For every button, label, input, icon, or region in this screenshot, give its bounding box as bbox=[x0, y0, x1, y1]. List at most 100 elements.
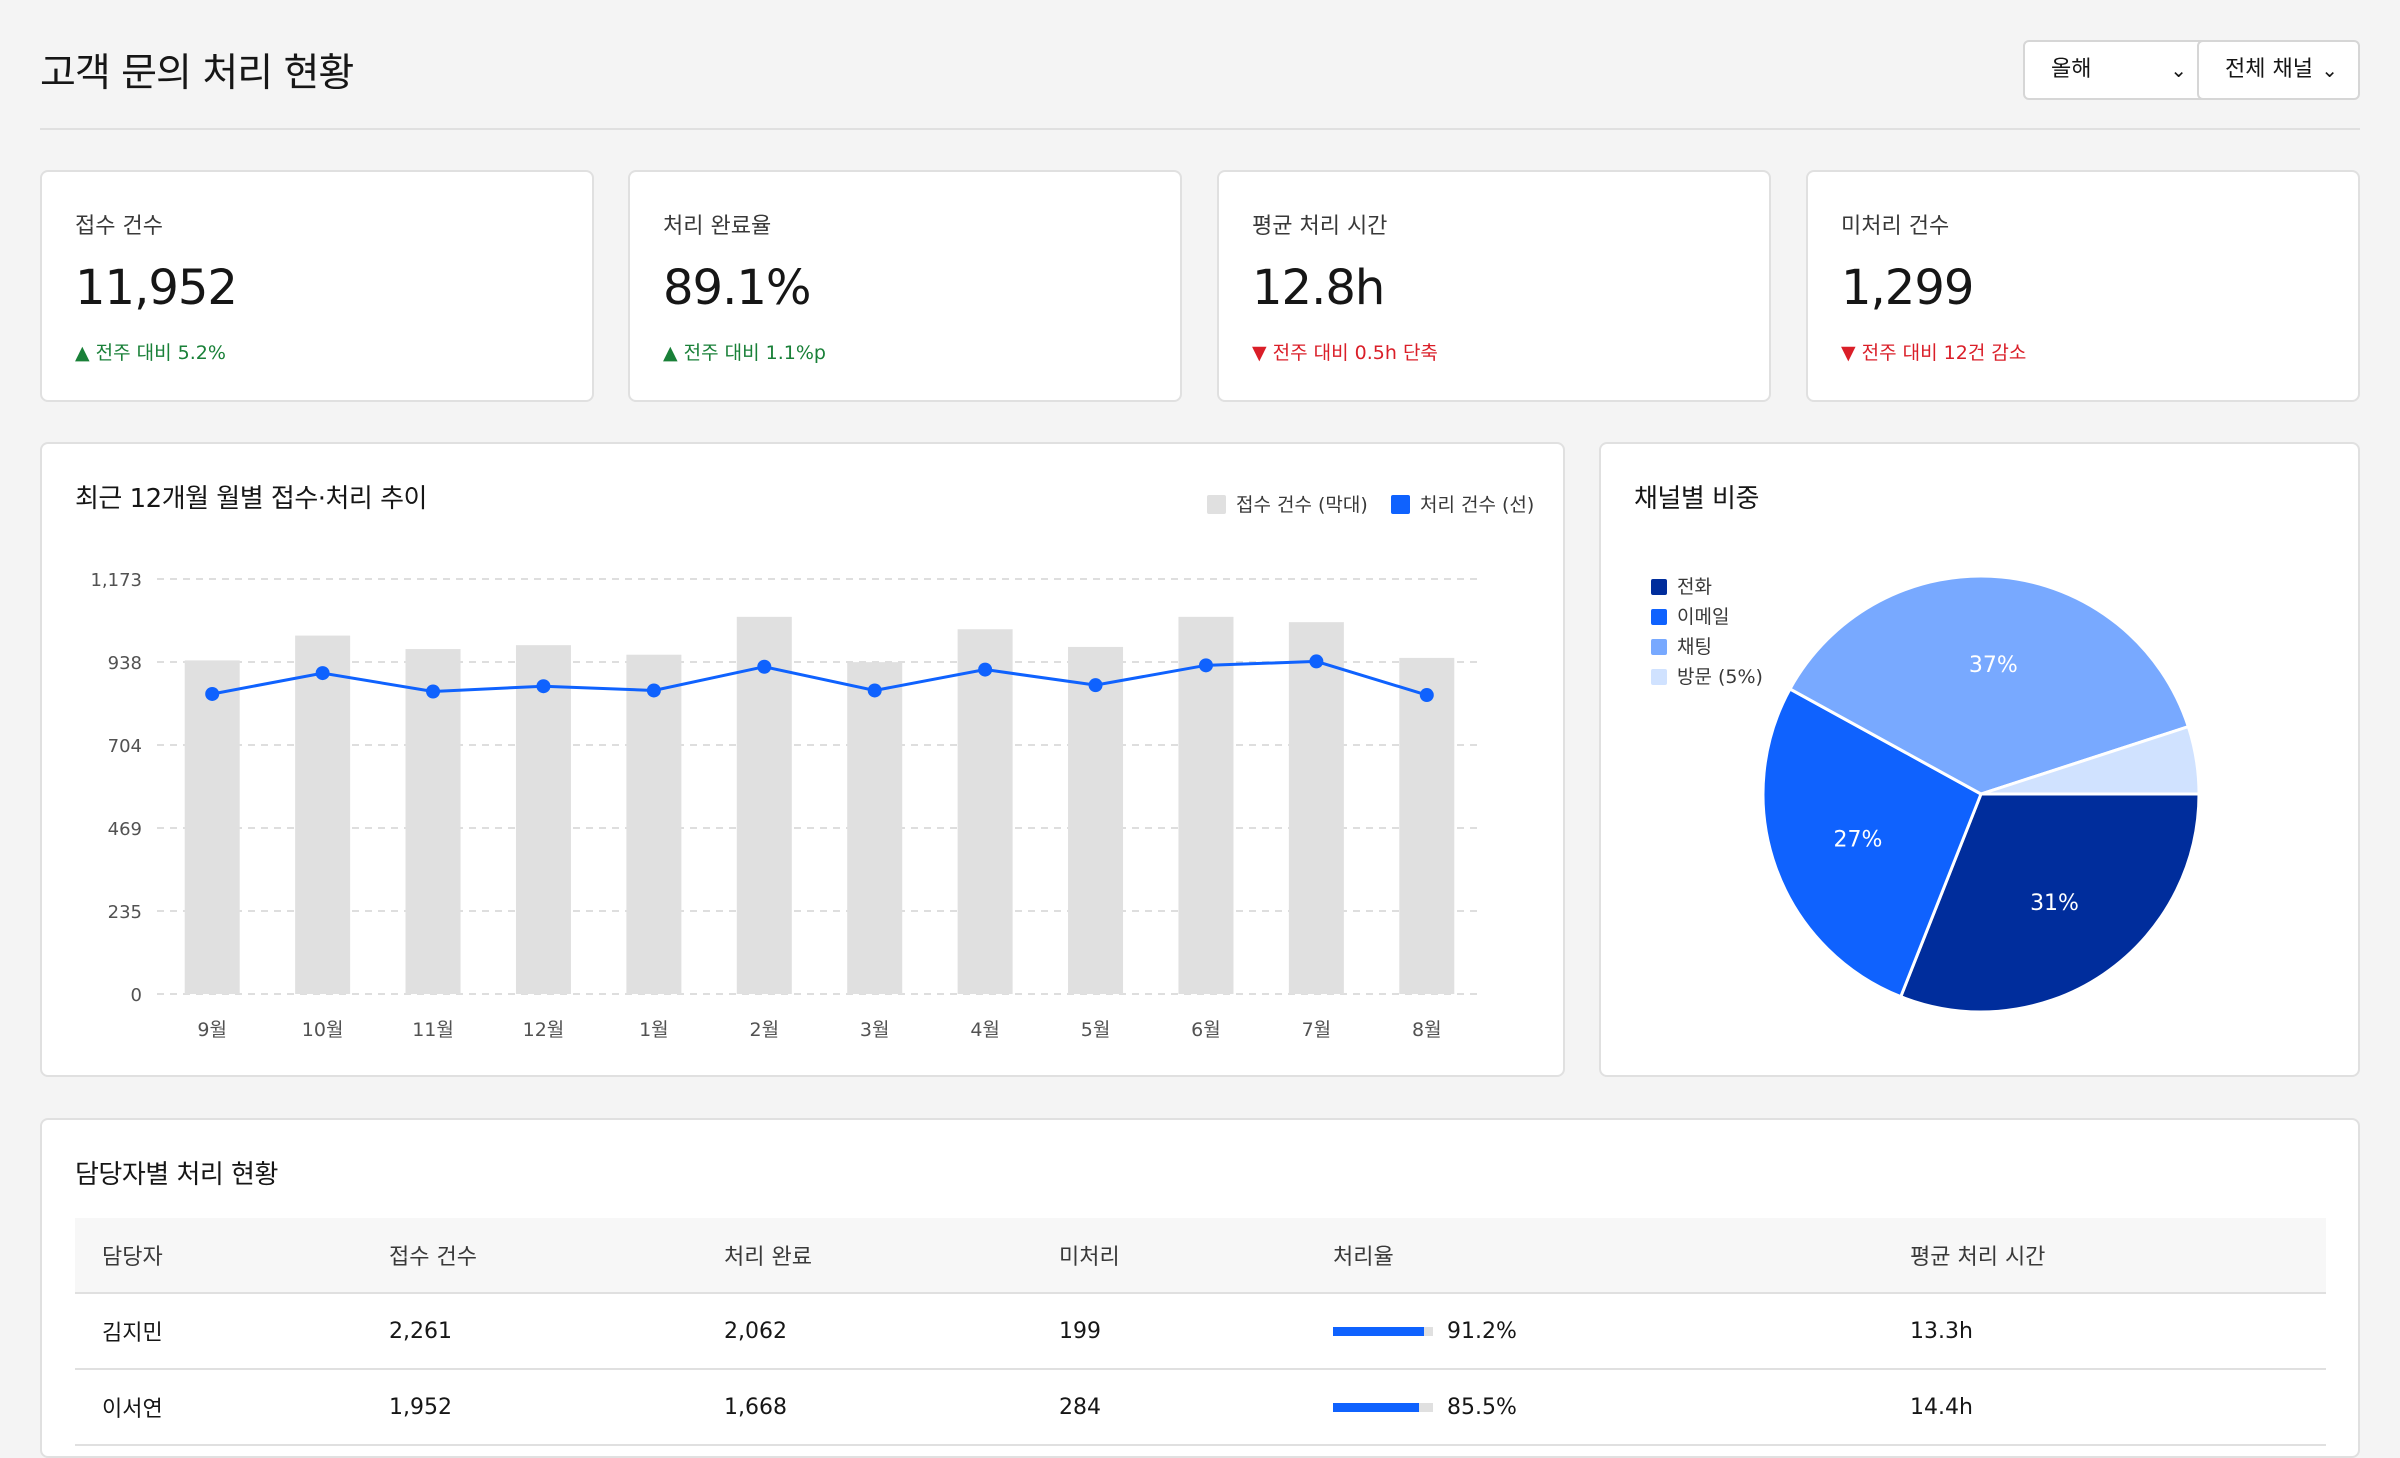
pie-legend-label: 방문 (5%) bbox=[1677, 666, 1763, 688]
pie-slice-label: 27% bbox=[1833, 827, 1882, 852]
agent-pending: 199 bbox=[1032, 1293, 1306, 1370]
pie-chart-title: 채널별 비중 bbox=[1634, 484, 1759, 514]
bar-received[interactable] bbox=[957, 629, 1013, 994]
legend-received: 접수 건수 (막대) bbox=[1207, 490, 1368, 517]
col-header-done[interactable]: 처리 완료 bbox=[697, 1218, 1032, 1294]
point-processed[interactable] bbox=[757, 659, 772, 674]
point-processed[interactable] bbox=[536, 679, 551, 694]
agent-rate: 85.5% bbox=[1306, 1369, 1883, 1446]
col-header-avg-time[interactable]: 평균 처리 시간 bbox=[1883, 1218, 2326, 1294]
table-header-row: 담당자 접수 건수 처리 완료 미처리 처리율 평균 처리 시간 bbox=[75, 1218, 2326, 1294]
point-processed[interactable] bbox=[1198, 658, 1213, 673]
legend-swatch bbox=[1651, 639, 1667, 655]
bar-received[interactable] bbox=[626, 654, 682, 994]
col-header-rate[interactable]: 처리율 bbox=[1306, 1218, 1883, 1294]
kpi-delta: ▲ 전주 대비 1.1%p bbox=[663, 342, 826, 364]
bar-received[interactable] bbox=[515, 645, 571, 994]
kpi-delta: ▲ 전주 대비 5.2% bbox=[75, 342, 226, 364]
trend-chart-card: 최근 12개월 월별 접수·처리 추이 접수 건수 (막대) 처리 건수 (선)… bbox=[40, 442, 1565, 1077]
x-tick-label: 1월 bbox=[639, 1019, 669, 1041]
table-row: 김지민 2,261 2,062 199 91.2% 13.3h bbox=[75, 1293, 2326, 1370]
col-header-agent[interactable]: 담당자 bbox=[75, 1218, 362, 1294]
point-processed[interactable] bbox=[315, 666, 330, 681]
legend-swatch bbox=[1651, 669, 1667, 685]
agent-avg-time: 13.3h bbox=[1883, 1293, 2326, 1370]
point-processed[interactable] bbox=[1419, 688, 1434, 703]
x-tick-label: 7월 bbox=[1302, 1019, 1332, 1041]
kpi-value: 1,299 bbox=[1841, 260, 1974, 316]
kpi-value: 11,952 bbox=[75, 260, 238, 316]
x-tick-label: 6월 bbox=[1191, 1019, 1221, 1041]
bar-received[interactable] bbox=[1178, 616, 1234, 994]
x-tick-label: 2월 bbox=[750, 1019, 780, 1041]
trend-chart-plot: 1,173 938 704 469 235 0 9월 10월 11월 12월 1월 2월 3월 4월 5월 6… bbox=[90, 570, 1482, 1041]
point-processed[interactable] bbox=[205, 686, 220, 701]
bar-received[interactable] bbox=[405, 649, 461, 994]
legend-swatch bbox=[1391, 495, 1410, 514]
kpi-label: 미처리 건수 bbox=[1841, 214, 1950, 239]
legend-processed: 처리 건수 (선) bbox=[1391, 490, 1534, 517]
point-processed[interactable] bbox=[867, 683, 882, 698]
chevron-down-icon: ⌄ bbox=[2321, 58, 2338, 82]
point-processed[interactable] bbox=[1088, 678, 1103, 693]
y-tick-label: 938 bbox=[108, 653, 142, 674]
agents-table-title: 담당자별 처리 현황 bbox=[75, 1160, 278, 1190]
y-tick-label: 0 bbox=[131, 985, 142, 1006]
x-tick-label: 11월 bbox=[412, 1019, 454, 1041]
point-processed[interactable] bbox=[426, 684, 441, 699]
agent-name: 김지민 bbox=[75, 1293, 362, 1370]
legend-processed-label: 처리 건수 (선) bbox=[1420, 494, 1535, 516]
x-tick-label: 10월 bbox=[302, 1019, 344, 1041]
agent-done: 1,668 bbox=[697, 1369, 1032, 1446]
rate-bar bbox=[1333, 1403, 1433, 1412]
point-processed[interactable] bbox=[1309, 654, 1324, 669]
chevron-down-icon: ⌄ bbox=[2170, 58, 2187, 82]
rate-label: 91.2% bbox=[1447, 1318, 1517, 1344]
bar-received[interactable] bbox=[1399, 657, 1455, 994]
rate-bar-fill bbox=[1333, 1327, 1425, 1336]
kpi-card-completion-rate: 처리 완료율 89.1% ▲ 전주 대비 1.1%p bbox=[628, 170, 1182, 402]
page-header: 고객 문의 처리 현황 올해 ⌄ 전체 채널 ⌄ bbox=[40, 40, 2360, 130]
point-processed[interactable] bbox=[978, 662, 993, 677]
pie-legend-label: 이메일 bbox=[1677, 606, 1730, 628]
bar-received[interactable] bbox=[295, 635, 351, 994]
pie-slice[interactable] bbox=[1787, 574, 2191, 796]
bar-received[interactable] bbox=[1288, 622, 1344, 994]
bar-received[interactable] bbox=[736, 616, 792, 994]
pie-slice[interactable] bbox=[1980, 724, 2201, 796]
x-tick-label: 5월 bbox=[1081, 1019, 1111, 1041]
agent-done: 2,062 bbox=[697, 1293, 1032, 1370]
page-title: 고객 문의 처리 현황 bbox=[40, 51, 354, 96]
bar-received[interactable] bbox=[1068, 646, 1124, 994]
col-header-pending[interactable]: 미처리 bbox=[1032, 1218, 1306, 1294]
year-select[interactable]: 올해 ⌄ bbox=[2023, 40, 2209, 100]
rate-bar bbox=[1333, 1327, 1433, 1336]
year-select-value: 올해 bbox=[2051, 57, 2092, 82]
pie-slice-label: 37% bbox=[1969, 653, 2018, 678]
kpi-label: 접수 건수 bbox=[75, 214, 163, 239]
pie-slice[interactable] bbox=[1761, 686, 1983, 999]
bar-received[interactable] bbox=[184, 660, 240, 994]
y-tick-label: 704 bbox=[108, 736, 142, 757]
agent-name: 이서연 bbox=[75, 1369, 362, 1446]
kpi-card-received: 접수 건수 11,952 ▲ 전주 대비 5.2% bbox=[40, 170, 594, 402]
channel-select-value: 전체 채널 bbox=[2225, 57, 2313, 82]
agent-rate: 91.2% bbox=[1306, 1293, 1883, 1370]
col-header-received[interactable]: 접수 건수 bbox=[362, 1218, 697, 1294]
x-tick-label: 8월 bbox=[1412, 1019, 1442, 1041]
point-processed[interactable] bbox=[646, 683, 661, 698]
x-tick-label: 3월 bbox=[860, 1019, 890, 1041]
agent-avg-time: 14.4h bbox=[1883, 1369, 2326, 1446]
bar-received[interactable] bbox=[847, 662, 903, 994]
agent-received: 2,261 bbox=[362, 1293, 697, 1370]
y-tick-label: 469 bbox=[108, 819, 142, 840]
trend-chart-title: 최근 12개월 월별 접수·처리 추이 bbox=[75, 484, 427, 514]
agents-card: 담당자별 처리 현황 담당자 접수 건수 처리 완료 미처리 처리율 평균 처리… bbox=[40, 1118, 2360, 1458]
channel-select[interactable]: 전체 채널 ⌄ bbox=[2197, 40, 2360, 100]
kpi-value: 12.8h bbox=[1252, 260, 1385, 316]
agent-pending: 284 bbox=[1032, 1369, 1306, 1446]
pie-slice[interactable] bbox=[1898, 792, 2201, 1014]
agents-table: 담당자 접수 건수 처리 완료 미처리 처리율 평균 처리 시간 김지민 2,2… bbox=[75, 1218, 2326, 1446]
rate-bar-fill bbox=[1333, 1403, 1419, 1412]
rate-label: 85.5% bbox=[1447, 1394, 1517, 1420]
